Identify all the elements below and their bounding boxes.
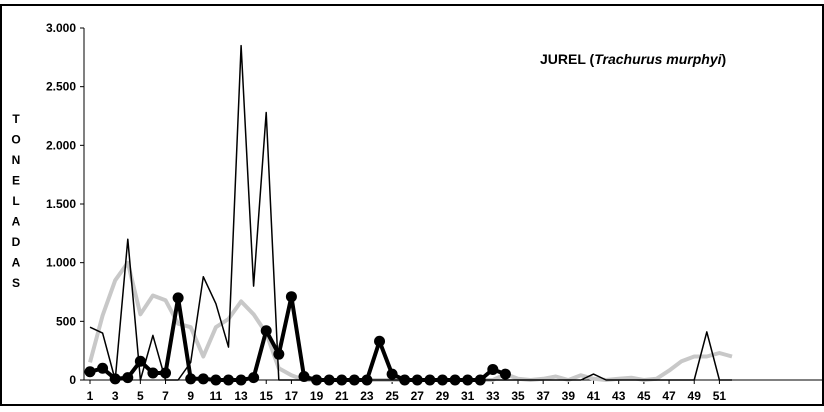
outer-border (0, 4, 824, 406)
series-line-thin-black (89, 44, 732, 381)
series-marker (499, 368, 511, 380)
series-line-thick-black-markers (89, 294, 507, 382)
series-marker (222, 374, 234, 386)
y-tick-label: 1.500 (46, 197, 76, 211)
x-axis-ticks: 1 3 5 7 9 11 13 15 17 19 21 23 25 27 29 31 33 35 37 39 41 43 4… (87, 380, 727, 403)
series-marker (424, 374, 436, 386)
y-label-letter: L (12, 194, 19, 208)
x-tick-label: 47 (662, 389, 676, 403)
x-tick-label: 17 (285, 389, 299, 403)
x-tick-label: 49 (688, 389, 702, 403)
x-tick-label: 27 (411, 389, 425, 403)
y-tick-label: 0 (69, 373, 76, 387)
x-tick-label: 19 (310, 389, 324, 403)
x-tick-label: 25 (385, 389, 399, 403)
x-tick-label: 1 (87, 389, 94, 403)
series-marker (399, 374, 411, 386)
y-tick-label: 3.000 (46, 21, 76, 35)
y-tick-label: 2.000 (46, 138, 76, 152)
x-tick-label: 39 (562, 389, 576, 403)
title-prefix: JUREL ( (540, 51, 595, 67)
series-marker (134, 355, 146, 367)
chart-title: JUREL (Trachurus murphyi) (540, 51, 726, 67)
series-marker (109, 373, 121, 385)
series-marker (235, 374, 247, 386)
series-marker (260, 325, 272, 337)
series-marker (172, 292, 184, 304)
y-label-letter: D (12, 235, 21, 249)
y-axis-ticks: 0 500 1.000 1.500 2.000 2.500 3.000 (46, 21, 84, 387)
x-tick-label: 43 (612, 389, 626, 403)
series-marker (474, 374, 486, 386)
series-marker (411, 374, 423, 386)
series-marker (147, 367, 159, 379)
series-marker (487, 363, 499, 375)
series-marker (197, 373, 209, 385)
y-tick-label: 1.000 (46, 256, 76, 270)
series-marker (273, 348, 285, 360)
x-tick-label: 35 (511, 389, 525, 403)
series-marker (248, 372, 260, 384)
series-marker (185, 373, 197, 385)
y-label-letter: A (12, 256, 21, 270)
series-group (84, 44, 733, 386)
x-tick-label: 29 (436, 389, 450, 403)
y-label-letter: A (12, 215, 21, 229)
series-marker (285, 291, 297, 303)
x-tick-label: 3 (112, 389, 119, 403)
x-tick-label: 45 (637, 389, 651, 403)
series-marker (97, 362, 109, 374)
x-tick-label: 37 (536, 389, 550, 403)
x-tick-label: 11 (210, 389, 223, 403)
series-marker (336, 374, 348, 386)
title-suffix: ) (722, 51, 727, 67)
series-marker (210, 374, 222, 386)
y-label-letter: N (12, 153, 21, 167)
series-marker (160, 367, 172, 379)
series-marker (462, 374, 474, 386)
y-tick-label: 500 (56, 314, 76, 328)
x-tick-label: 9 (187, 389, 194, 403)
title-species: Trachurus murphyi (594, 51, 722, 67)
series-marker (122, 372, 134, 384)
x-tick-label: 51 (713, 389, 727, 403)
series-marker (374, 335, 386, 347)
x-tick-label: 15 (260, 389, 274, 403)
series-marker (84, 366, 96, 378)
series-marker (436, 374, 448, 386)
y-tick-label: 2.500 (46, 80, 76, 94)
x-tick-label: 23 (360, 389, 374, 403)
y-label-letter: O (11, 133, 20, 147)
x-tick-label: 33 (486, 389, 500, 403)
series-marker (323, 374, 335, 386)
series-marker (348, 374, 360, 386)
series-marker (361, 374, 373, 386)
x-tick-label: 31 (461, 389, 475, 403)
x-tick-label: 13 (234, 389, 248, 403)
x-tick-label: 21 (335, 389, 349, 403)
series-marker (298, 370, 310, 382)
x-tick-label: 5 (137, 389, 144, 403)
x-tick-label: 7 (162, 389, 169, 403)
series-marker (449, 374, 461, 386)
y-label-letter: T (12, 112, 20, 126)
x-tick-label: 41 (587, 389, 601, 403)
series-marker (386, 368, 398, 380)
y-label-letter: S (12, 276, 20, 290)
y-label-letter: E (12, 174, 20, 188)
series-marker (311, 374, 323, 386)
